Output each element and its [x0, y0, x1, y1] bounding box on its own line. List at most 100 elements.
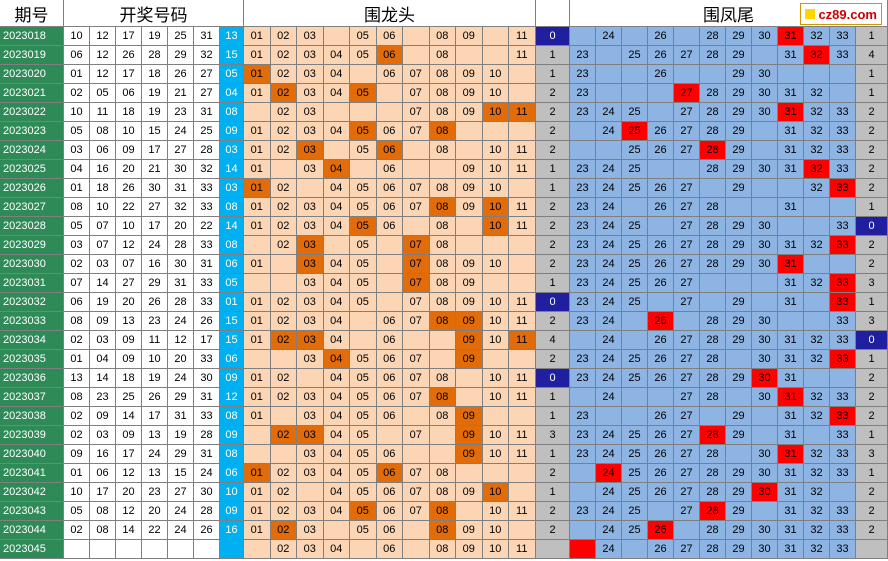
- winning-number-cell: 24: [168, 312, 194, 331]
- winning-number-cell: 02: [64, 255, 90, 274]
- period-cell: 2023043: [0, 502, 64, 521]
- blue-ball-cell: 01: [220, 293, 244, 312]
- dragon-cell: 06: [376, 198, 403, 217]
- winning-number-cell: 18: [116, 369, 142, 388]
- phoenix-cell: [570, 540, 596, 559]
- dragon-gap-cell: 2: [536, 141, 570, 160]
- phoenix-cell: 24: [596, 255, 622, 274]
- winning-number-cell: 17: [194, 331, 220, 350]
- dragon-cell: [376, 293, 403, 312]
- winning-number-cell: 20: [116, 160, 142, 179]
- dragon-cell: 01: [244, 65, 271, 84]
- phoenix-cell: 28: [700, 122, 726, 141]
- dragon-cell: 02: [270, 103, 297, 122]
- dragon-cell: 11: [509, 426, 536, 445]
- dragon-cell: 04: [323, 84, 350, 103]
- phoenix-cell: 27: [674, 540, 700, 559]
- dragon-cell: 04: [323, 274, 350, 293]
- phoenix-cell: 24: [596, 293, 622, 312]
- phoenix-cell: 28: [700, 255, 726, 274]
- phoenix-cell: 33: [830, 103, 856, 122]
- phoenix-cell: 29: [726, 331, 752, 350]
- winning-number-cell: 01: [64, 65, 90, 84]
- dragon-gap-cell: 2: [536, 350, 570, 369]
- site-logo[interactable]: cz89.com: [800, 3, 882, 25]
- dragon-cell: [244, 540, 271, 559]
- dragon-cell: 07: [403, 388, 430, 407]
- winning-number-cell: 10: [116, 122, 142, 141]
- phoenix-cell: 31: [778, 27, 804, 46]
- logo-square-icon: [805, 9, 816, 19]
- dragon-gap-cell: 2: [536, 502, 570, 521]
- winning-number-cell: 23: [90, 388, 116, 407]
- dragon-cell: 02: [270, 331, 297, 350]
- phoenix-cell: 29: [726, 464, 752, 483]
- phoenix-cell: 30: [752, 236, 778, 255]
- dragon-cell: [482, 236, 509, 255]
- phoenix-cell: 25: [622, 521, 648, 540]
- dragon-cell: 05: [350, 27, 377, 46]
- dragon-gap-cell: [536, 540, 570, 559]
- phoenix-cell: 33: [830, 274, 856, 293]
- phoenix-cell: 28: [700, 483, 726, 502]
- dragon-cell: [403, 217, 430, 236]
- dragon-cell: 03: [297, 236, 324, 255]
- phoenix-cell: 33: [830, 350, 856, 369]
- dragon-cell: 10: [482, 293, 509, 312]
- blue-ball-cell: 15: [220, 312, 244, 331]
- phoenix-cell: 29: [726, 255, 752, 274]
- period-cell: 2023021: [0, 84, 64, 103]
- phoenix-gap-cell: 2: [856, 483, 888, 502]
- dragon-cell: 08: [429, 483, 456, 502]
- dragon-cell: 11: [509, 502, 536, 521]
- phoenix-cell: 29: [726, 369, 752, 388]
- phoenix-cell: 25: [622, 483, 648, 502]
- phoenix-cell: [726, 274, 752, 293]
- winning-number-cell: 19: [142, 27, 168, 46]
- dragon-cell: 01: [244, 27, 271, 46]
- dragon-cell: [350, 103, 377, 122]
- phoenix-cell: 30: [752, 483, 778, 502]
- phoenix-cell: 27: [674, 293, 700, 312]
- winning-number-cell: 13: [64, 369, 90, 388]
- dragon-cell: [403, 540, 430, 559]
- phoenix-cell: 23: [570, 350, 596, 369]
- phoenix-cell: 32: [804, 236, 830, 255]
- phoenix-gap-cell: 1: [856, 293, 888, 312]
- phoenix-cell: 23: [570, 445, 596, 464]
- winning-number-cell: 26: [168, 65, 194, 84]
- phoenix-cell: 25: [622, 464, 648, 483]
- winning-number-cell: 20: [168, 217, 194, 236]
- dragon-cell: 04: [323, 217, 350, 236]
- dragon-cell: 06: [376, 46, 403, 65]
- dragon-gap-cell: 1: [536, 65, 570, 84]
- winning-number-cell: 24: [168, 369, 194, 388]
- phoenix-cell: [752, 502, 778, 521]
- phoenix-cell: 23: [570, 46, 596, 65]
- dragon-gap-cell: 1: [536, 407, 570, 426]
- dragon-cell: 01: [244, 46, 271, 65]
- phoenix-gap-cell: 1: [856, 84, 888, 103]
- phoenix-cell: 28: [700, 464, 726, 483]
- phoenix-cell: 23: [570, 217, 596, 236]
- phoenix-cell: 31: [778, 540, 804, 559]
- phoenix-gap-cell: 1: [856, 464, 888, 483]
- winning-number-cell: 08: [90, 521, 116, 540]
- winning-number-cell: 27: [168, 141, 194, 160]
- phoenix-cell: 28: [700, 369, 726, 388]
- phoenix-cell: 27: [674, 426, 700, 445]
- dragon-cell: 09: [456, 27, 483, 46]
- dragon-cell: [270, 255, 297, 274]
- phoenix-cell: [622, 27, 648, 46]
- phoenix-cell: 30: [752, 540, 778, 559]
- dragon-cell: [244, 350, 271, 369]
- phoenix-cell: 30: [752, 103, 778, 122]
- phoenix-cell: 25: [622, 445, 648, 464]
- dragon-cell: 10: [482, 502, 509, 521]
- phoenix-gap-cell: 2: [856, 388, 888, 407]
- phoenix-cell: 24: [596, 540, 622, 559]
- phoenix-cell: [622, 407, 648, 426]
- winning-number-cell: 19: [142, 84, 168, 103]
- phoenix-cell: [804, 293, 830, 312]
- phoenix-cell: [570, 141, 596, 160]
